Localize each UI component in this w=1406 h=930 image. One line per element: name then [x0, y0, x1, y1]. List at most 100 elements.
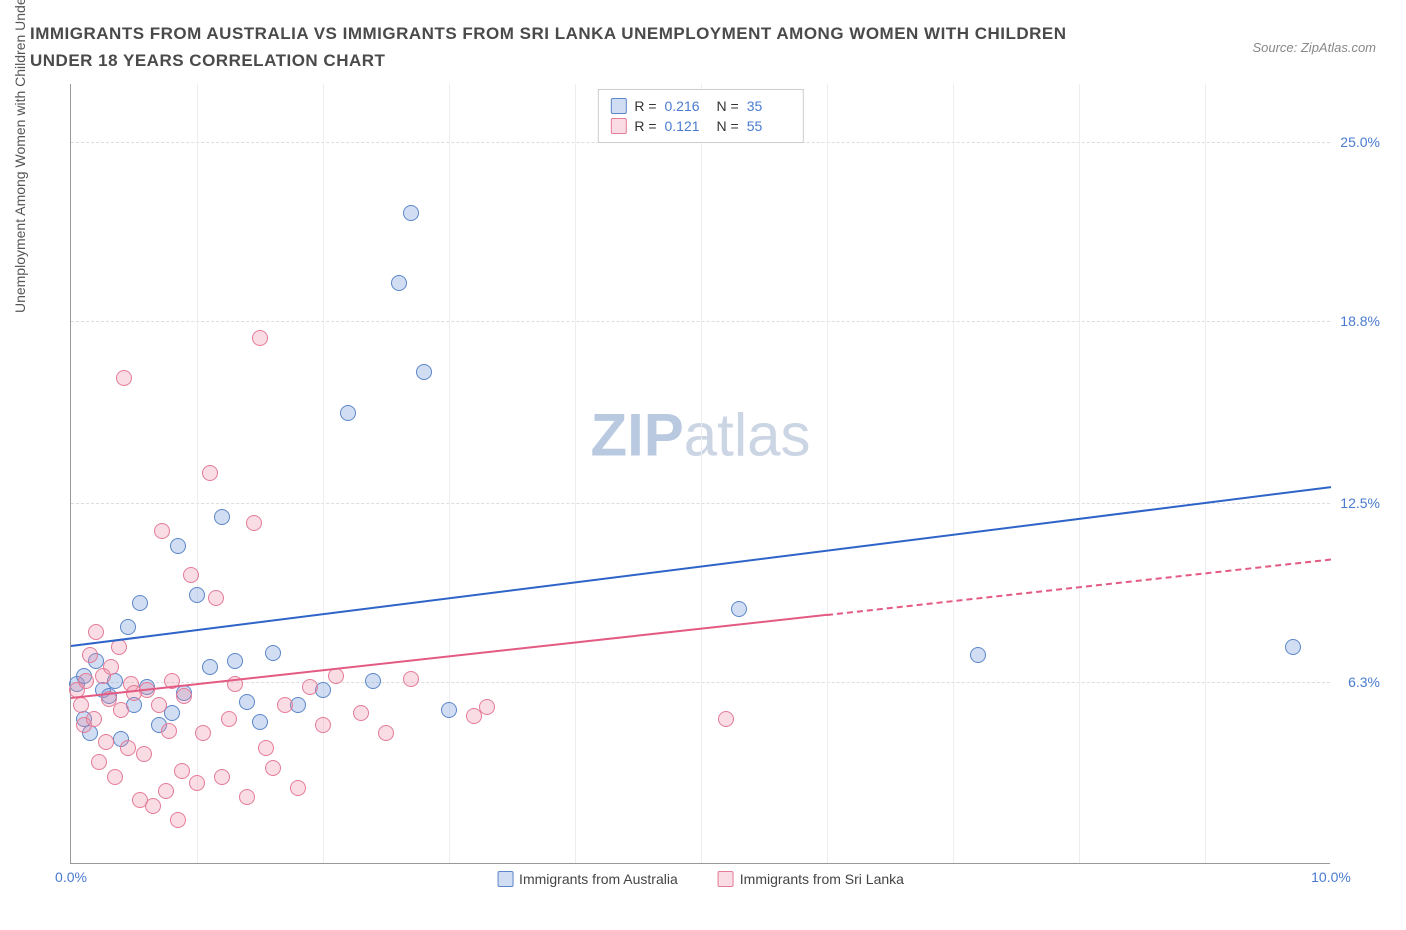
data-point [116, 370, 132, 386]
gridline-vertical [1079, 84, 1080, 863]
data-point [86, 711, 102, 727]
data-point [277, 697, 293, 713]
gridline-vertical [1205, 84, 1206, 863]
data-point [479, 699, 495, 715]
correlation-legend: R = 0.216 N = 35 R = 0.121 N = 55 [597, 89, 803, 143]
data-point [170, 812, 186, 828]
data-point [73, 697, 89, 713]
data-point [82, 647, 98, 663]
y-axis-label: Unemployment Among Women with Children U… [12, 0, 28, 313]
gridline-vertical [701, 84, 702, 863]
series-name: Immigrants from Sri Lanka [740, 871, 904, 887]
n-value: 55 [747, 118, 791, 134]
data-point [731, 601, 747, 617]
data-point [353, 705, 369, 721]
data-point [208, 590, 224, 606]
data-point [202, 465, 218, 481]
data-point [227, 653, 243, 669]
data-point [189, 775, 205, 791]
n-label: N = [717, 118, 739, 134]
chart-title: IMMIGRANTS FROM AUSTRALIA VS IMMIGRANTS … [30, 20, 1130, 74]
chart-container: Unemployment Among Women with Children U… [30, 84, 1376, 904]
data-point [1285, 639, 1301, 655]
legend-swatch [718, 871, 734, 887]
series-name: Immigrants from Australia [519, 871, 678, 887]
legend-item: Immigrants from Australia [497, 871, 678, 887]
data-point [214, 769, 230, 785]
gridline-vertical [827, 84, 828, 863]
y-tick-label: 12.5% [1340, 495, 1380, 511]
data-point [174, 763, 190, 779]
data-point [970, 647, 986, 663]
data-point [365, 673, 381, 689]
data-point [315, 717, 331, 733]
y-tick-label: 6.3% [1348, 674, 1380, 690]
data-point [107, 769, 123, 785]
data-point [120, 740, 136, 756]
data-point [91, 754, 107, 770]
x-tick-label: 10.0% [1311, 869, 1351, 885]
data-point [154, 523, 170, 539]
x-tick-label: 0.0% [55, 869, 87, 885]
r-value: 0.121 [665, 118, 709, 134]
data-point [239, 789, 255, 805]
data-point [103, 659, 119, 675]
data-point [718, 711, 734, 727]
data-point [88, 624, 104, 640]
data-point [170, 538, 186, 554]
data-point [416, 364, 432, 380]
data-point [189, 587, 205, 603]
legend-row: R = 0.216 N = 35 [610, 96, 790, 116]
gridline-vertical [449, 84, 450, 863]
y-tick-label: 25.0% [1340, 134, 1380, 150]
data-point [98, 734, 114, 750]
legend-row: R = 0.121 N = 55 [610, 116, 790, 136]
data-point [151, 697, 167, 713]
data-point [239, 694, 255, 710]
data-point [258, 740, 274, 756]
data-point [378, 725, 394, 741]
data-point [246, 515, 262, 531]
data-point [145, 798, 161, 814]
data-point [252, 714, 268, 730]
data-point [265, 760, 281, 776]
data-point [290, 780, 306, 796]
data-point [176, 688, 192, 704]
legend-swatch [497, 871, 513, 887]
data-point [391, 275, 407, 291]
data-point [78, 673, 94, 689]
data-point [403, 205, 419, 221]
gridline-vertical [197, 84, 198, 863]
legend-swatch [610, 98, 626, 114]
data-point [113, 702, 129, 718]
data-point [202, 659, 218, 675]
data-point [340, 405, 356, 421]
data-point [132, 595, 148, 611]
y-tick-label: 18.8% [1340, 313, 1380, 329]
data-point [183, 567, 199, 583]
r-value: 0.216 [665, 98, 709, 114]
data-point [441, 702, 457, 718]
data-point [252, 330, 268, 346]
r-label: R = [634, 118, 656, 134]
data-point [120, 619, 136, 635]
r-label: R = [634, 98, 656, 114]
n-label: N = [717, 98, 739, 114]
source-label: Source: ZipAtlas.com [1252, 40, 1376, 55]
data-point [158, 783, 174, 799]
data-point [403, 671, 419, 687]
data-point [214, 509, 230, 525]
data-point [136, 746, 152, 762]
scatter-plot: ZIPatlas R =0.216N =35R =0.121N =55 Immi… [70, 84, 1330, 864]
data-point [265, 645, 281, 661]
data-point [302, 679, 318, 695]
gridline-vertical [575, 84, 576, 863]
gridline-vertical [953, 84, 954, 863]
legend-swatch [610, 118, 626, 134]
legend-item: Immigrants from Sri Lanka [718, 871, 904, 887]
gridline-vertical [323, 84, 324, 863]
series-legend: Immigrants from Australia Immigrants from… [497, 871, 904, 887]
n-value: 35 [747, 98, 791, 114]
data-point [221, 711, 237, 727]
data-point [161, 723, 177, 739]
